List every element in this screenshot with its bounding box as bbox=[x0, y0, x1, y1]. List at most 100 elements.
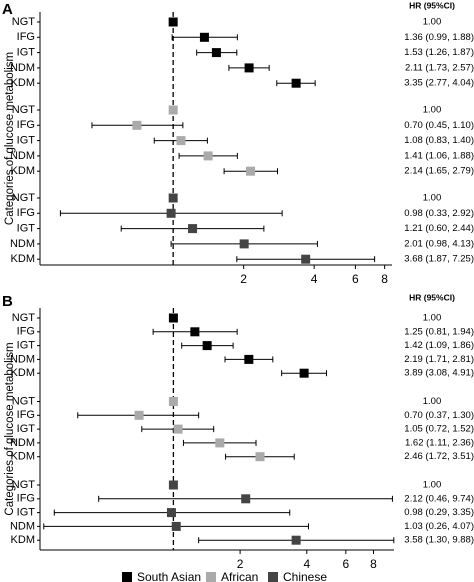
category-label: IGT bbox=[17, 340, 36, 352]
category-label: NDM bbox=[10, 437, 35, 449]
x-tick-label: 8 bbox=[370, 557, 377, 571]
hr-marker bbox=[291, 78, 301, 88]
category-label: KDM bbox=[11, 253, 35, 265]
hr-label: 1.00 bbox=[423, 396, 442, 407]
hr-marker bbox=[244, 354, 254, 364]
hr-label: 1.21 (0.60, 2.44) bbox=[404, 223, 474, 234]
x-tick-label: 2 bbox=[237, 557, 244, 571]
category-label: IGT bbox=[17, 507, 36, 519]
category-label: IGT bbox=[17, 47, 36, 59]
hr-marker bbox=[239, 239, 249, 249]
x-tick-label: 6 bbox=[342, 557, 349, 571]
hr-marker bbox=[199, 32, 209, 42]
column-header: HR (95%CI) bbox=[409, 0, 455, 10]
category-label: KDM bbox=[11, 367, 35, 379]
hr-marker bbox=[244, 63, 254, 73]
hr-marker bbox=[301, 254, 311, 264]
hr-marker bbox=[291, 535, 301, 545]
hr-label: 0.70 (0.45, 1.10) bbox=[404, 120, 474, 131]
hr-label: 2.11 (1.73, 2.57) bbox=[405, 62, 474, 73]
category-label: IGT bbox=[17, 135, 36, 147]
category-label: NGT bbox=[12, 395, 36, 407]
legend-swatch bbox=[268, 572, 278, 582]
x-tick-label: 8 bbox=[381, 272, 388, 286]
hr-marker bbox=[211, 48, 221, 58]
hr-marker bbox=[132, 120, 142, 130]
category-label: NDM bbox=[10, 353, 35, 365]
hr-marker bbox=[166, 508, 176, 518]
y-axis-label: Categories of glucose metabolism bbox=[4, 52, 16, 225]
hr-label: 1.05 (0.72, 1.52) bbox=[404, 424, 474, 435]
hr-marker bbox=[173, 424, 183, 434]
hr-label: 1.00 bbox=[423, 105, 442, 116]
hr-label: 2.14 (1.65, 2.79) bbox=[404, 166, 474, 177]
category-label: KDM bbox=[11, 77, 35, 89]
x-tick-label: 4 bbox=[311, 272, 318, 286]
hr-marker bbox=[255, 452, 265, 462]
category-label: KDM bbox=[11, 451, 35, 463]
category-label: NGT bbox=[12, 192, 36, 204]
hr-label: 2.19 (1.71, 2.81) bbox=[404, 354, 474, 365]
hr-label: 1.03 (0.26, 4.07) bbox=[404, 521, 474, 532]
x-tick-label: 2 bbox=[240, 272, 247, 286]
hr-label: 3.35 (2.77, 4.04) bbox=[404, 78, 474, 89]
hr-label: 0.70 (0.37, 1.30) bbox=[404, 410, 474, 421]
hr-marker bbox=[168, 397, 178, 406]
hr-label: 1.25 (0.81, 1.94) bbox=[404, 326, 474, 337]
hr-label: 0.98 (0.33, 2.92) bbox=[404, 208, 474, 219]
hr-marker bbox=[188, 224, 198, 234]
hr-label: 3.68 (1.87, 7.25) bbox=[404, 254, 474, 265]
hr-label: 3.89 (3.08, 4.91) bbox=[404, 368, 474, 379]
category-label: NDM bbox=[10, 520, 35, 532]
column-header: HR (95%CI) bbox=[409, 292, 455, 302]
hr-label: 1.42 (1.09, 1.86) bbox=[404, 340, 474, 351]
hr-marker bbox=[168, 17, 178, 27]
hr-label: 1.08 (0.83, 1.40) bbox=[404, 135, 474, 146]
hr-label: 1.00 bbox=[423, 17, 442, 28]
hr-marker bbox=[171, 521, 181, 531]
category-label: IFG bbox=[17, 207, 35, 219]
x-tick-label: 4 bbox=[303, 557, 310, 571]
legend-swatch bbox=[122, 572, 132, 582]
hr-label: 1.62 (1.11, 2.36) bbox=[405, 437, 474, 448]
category-label: KDM bbox=[11, 534, 35, 546]
x-tick-label: 6 bbox=[352, 272, 359, 286]
legend-swatch bbox=[206, 572, 216, 582]
category-label: IGT bbox=[17, 223, 36, 235]
hr-marker bbox=[203, 151, 213, 161]
hr-marker bbox=[190, 327, 200, 337]
hr-marker bbox=[202, 341, 212, 351]
hr-label: 1.00 bbox=[423, 480, 442, 491]
category-label: NGT bbox=[12, 16, 36, 28]
hr-label: 2.01 (0.98, 4.13) bbox=[404, 238, 474, 249]
category-label: KDM bbox=[11, 165, 35, 177]
hr-label: 3.58 (1.30, 9.88) bbox=[404, 535, 474, 546]
hr-marker bbox=[166, 208, 176, 218]
category-label: NDM bbox=[10, 150, 35, 162]
category-label: NDM bbox=[10, 62, 35, 74]
legend-label: Chinese bbox=[283, 570, 327, 582]
hr-label: 1.41 (1.06, 1.88) bbox=[404, 150, 474, 161]
panel-label: A bbox=[2, 1, 13, 18]
category-label: NGT bbox=[12, 479, 36, 491]
category-label: IFG bbox=[17, 409, 35, 421]
hr-marker bbox=[168, 313, 178, 323]
category-label: IFG bbox=[17, 493, 35, 505]
hr-marker bbox=[246, 166, 256, 176]
hr-marker bbox=[176, 136, 186, 146]
category-label: IFG bbox=[17, 119, 35, 131]
category-label: IFG bbox=[17, 326, 35, 338]
hr-label: 1.00 bbox=[423, 313, 442, 324]
hr-marker bbox=[134, 410, 144, 420]
hr-marker bbox=[299, 368, 309, 378]
hr-label: 1.00 bbox=[423, 193, 442, 204]
hr-marker bbox=[168, 480, 178, 490]
category-label: IGT bbox=[17, 423, 36, 435]
hr-marker bbox=[241, 494, 251, 504]
hr-label: 1.53 (1.26, 1.87) bbox=[404, 47, 474, 58]
hr-label: 0.98 (0.29, 3.35) bbox=[404, 507, 474, 518]
panel-label: B bbox=[2, 293, 13, 310]
category-label: NDM bbox=[10, 238, 35, 250]
hr-label: 2.46 (1.72, 3.51) bbox=[404, 451, 474, 462]
